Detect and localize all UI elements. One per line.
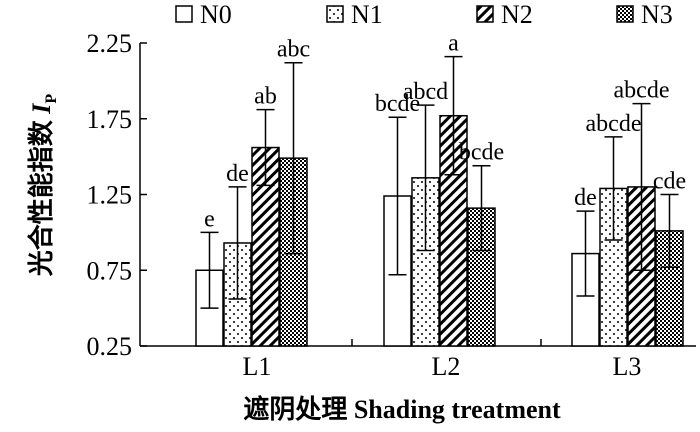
legend-swatch-N0 bbox=[175, 5, 193, 23]
significance-letter: de bbox=[574, 185, 597, 211]
significance-letter: abcde bbox=[614, 78, 670, 104]
legend-label: N2 bbox=[501, 0, 533, 29]
significance-letter: e bbox=[204, 206, 215, 232]
x-ticks: L1 L2 L3 bbox=[243, 339, 642, 381]
significance-letter: cde bbox=[653, 169, 686, 195]
y-axis-label: 光合性能指数 IP bbox=[26, 94, 60, 278]
y-tick-label: 1.25 bbox=[87, 181, 133, 210]
y-tick-label: 2.25 bbox=[87, 29, 133, 58]
significance-letter: abc bbox=[277, 37, 310, 63]
bars bbox=[195, 114, 684, 347]
legend: N0 N1 N2 N3 bbox=[175, 0, 673, 29]
x-tick-label: L1 bbox=[243, 352, 272, 381]
y-tick-label: 1.75 bbox=[87, 105, 133, 134]
y-tick-label: 0.75 bbox=[87, 256, 133, 285]
x-tick-label: L3 bbox=[613, 352, 642, 381]
significance-letter: abcde bbox=[586, 111, 642, 137]
legend-label: N3 bbox=[641, 0, 673, 29]
significance-letter: abcd bbox=[403, 79, 448, 105]
legend-swatch-N2 bbox=[476, 5, 494, 23]
legend-label: N0 bbox=[200, 0, 232, 29]
y-ticks: 0.25 0.75 1.25 1.75 2.25 bbox=[87, 29, 147, 361]
significance-letter: bcde bbox=[375, 91, 420, 117]
significance-letter: ab bbox=[254, 84, 277, 110]
error-bars bbox=[200, 55, 679, 309]
significance-letter: a bbox=[448, 31, 459, 57]
significance-letters: e bcde de de abcd abcde ab a abcde abc bcde cde bbox=[204, 31, 686, 233]
legend-swatch-N1 bbox=[326, 5, 344, 23]
y-tick-label: 0.25 bbox=[87, 332, 133, 361]
significance-letter: bcde bbox=[459, 140, 504, 166]
x-axis-label: 遮阴处理 Shading treatment bbox=[243, 394, 561, 424]
legend-label: N1 bbox=[351, 0, 383, 29]
significance-letter: de bbox=[226, 161, 249, 187]
x-tick-label: L2 bbox=[432, 352, 461, 381]
legend-swatch-N3 bbox=[616, 5, 634, 23]
